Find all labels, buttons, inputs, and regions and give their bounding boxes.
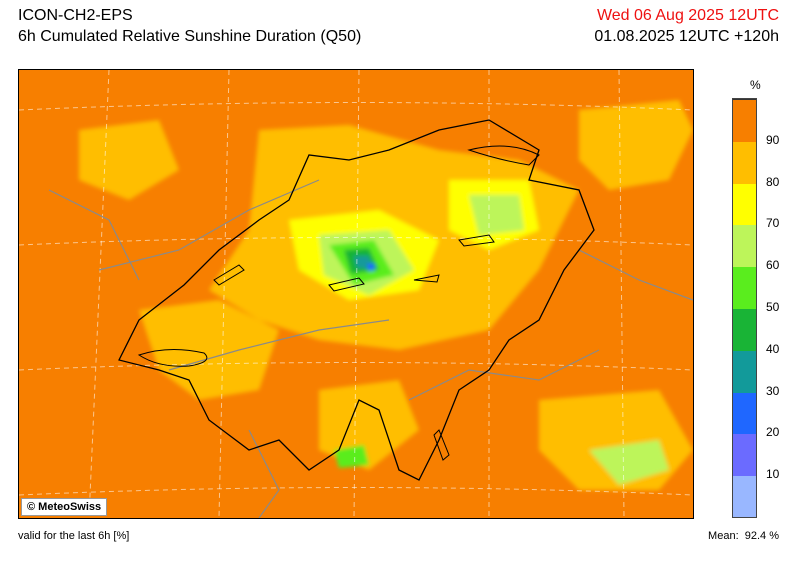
legend-tick-label: 70 bbox=[766, 216, 780, 231]
regional-boundaries bbox=[48, 179, 693, 518]
map-canvas bbox=[19, 70, 693, 518]
legend-swatch bbox=[733, 349, 756, 393]
legend-swatch bbox=[733, 308, 756, 351]
mean-value: Mean: 92.4 % bbox=[708, 530, 779, 542]
legend-tick-label: 80 bbox=[766, 174, 780, 189]
legend-tick-label: 50 bbox=[766, 300, 780, 314]
model-name: ICON-CH2-EPS bbox=[18, 7, 133, 24]
legend-tick-label: 20 bbox=[766, 425, 780, 440]
legend-swatch bbox=[733, 140, 756, 184]
legend-swatch bbox=[733, 182, 756, 226]
legend-swatch bbox=[733, 99, 756, 142]
mean-label: Mean: bbox=[708, 530, 739, 542]
product-title: 6h Cumulated Relative Sunshine Duration … bbox=[18, 28, 362, 45]
legend-tick-label: 90 bbox=[766, 132, 780, 147]
legend-swatch bbox=[733, 433, 756, 477]
legend-tick-label: 30 bbox=[766, 383, 780, 398]
legend-swatch bbox=[733, 391, 756, 435]
legend-tick-label: 10 bbox=[766, 467, 780, 482]
legend-swatch bbox=[733, 475, 756, 517]
legend-swatch bbox=[733, 224, 756, 268]
run-info: 01.08.2025 12UTC +120h bbox=[594, 28, 779, 45]
validity-note: valid for the last 6h [%] bbox=[18, 530, 130, 542]
legend-unit: % bbox=[750, 78, 761, 92]
color-legend bbox=[732, 98, 757, 518]
swiss-border bbox=[118, 119, 595, 481]
mean-number: 92.4 % bbox=[744, 530, 779, 542]
sunshine-map: © MeteoSwiss bbox=[18, 69, 694, 519]
legend-swatch bbox=[733, 266, 756, 309]
lakes bbox=[137, 145, 540, 461]
valid-time: Wed 06 Aug 2025 12UTC bbox=[596, 7, 779, 24]
legend-tick-label: 60 bbox=[766, 258, 780, 273]
map-gridlines bbox=[19, 70, 693, 518]
copyright-credit: © MeteoSwiss bbox=[21, 498, 108, 516]
legend-tick-label: 40 bbox=[766, 341, 780, 356]
